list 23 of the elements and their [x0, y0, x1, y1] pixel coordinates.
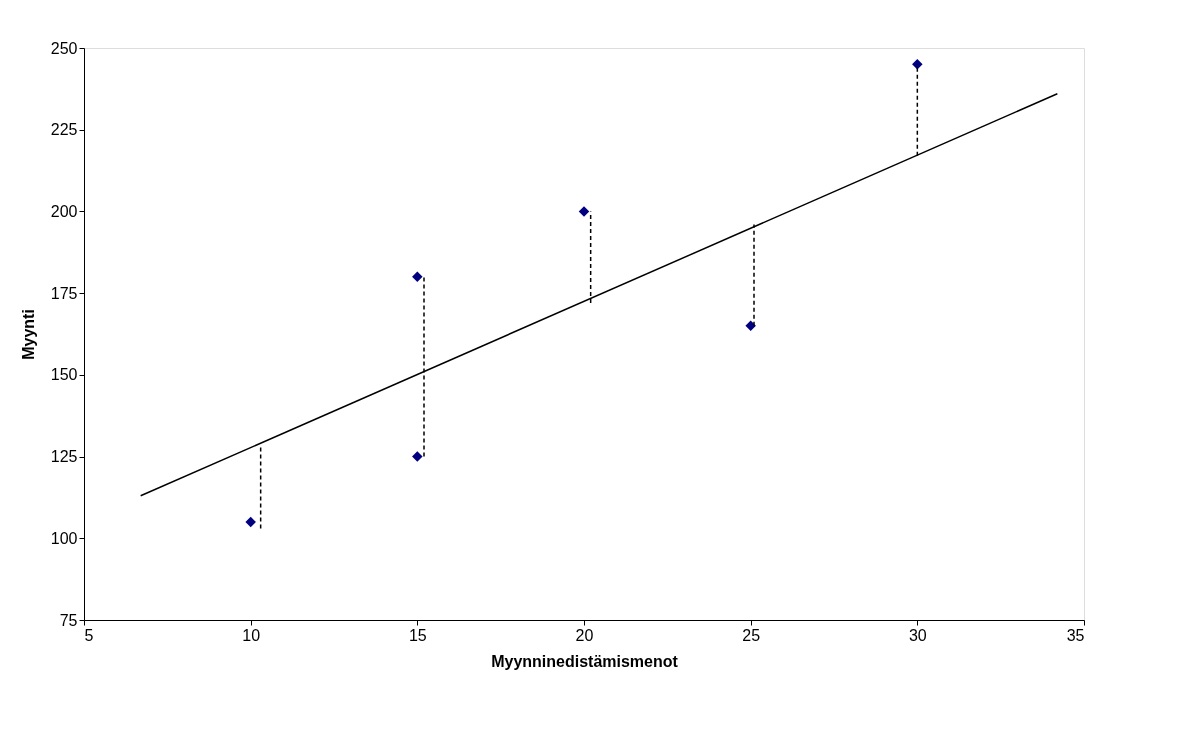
x-tick-label: 25	[742, 626, 761, 644]
y-tick-label: 100	[50, 529, 78, 547]
point	[245, 516, 256, 528]
y-tick-label: 75	[59, 611, 78, 629]
x-tick-label: 30	[908, 626, 927, 644]
x-tick-label: 20	[575, 626, 594, 644]
x-tick-label: 10	[242, 626, 261, 644]
y-tick-label: 225	[50, 121, 78, 139]
point	[412, 271, 423, 283]
y-tick-label: 125	[50, 448, 78, 466]
y-tick-label: 175	[50, 284, 78, 302]
y-tick-label: 200	[50, 202, 78, 220]
y-axis-title: Myynti	[19, 309, 37, 360]
x-tick-label: 15	[408, 626, 427, 644]
y-tick-label: 150	[50, 366, 78, 384]
point	[745, 320, 756, 332]
x-axis-title: Myynninedistämismenot	[491, 652, 679, 670]
x-tick-label: 35	[1066, 626, 1085, 644]
point	[912, 59, 923, 70]
point	[412, 451, 423, 462]
point	[578, 206, 590, 217]
y-tick-label: 250	[50, 39, 78, 57]
x-tick-label: 5	[84, 626, 94, 644]
